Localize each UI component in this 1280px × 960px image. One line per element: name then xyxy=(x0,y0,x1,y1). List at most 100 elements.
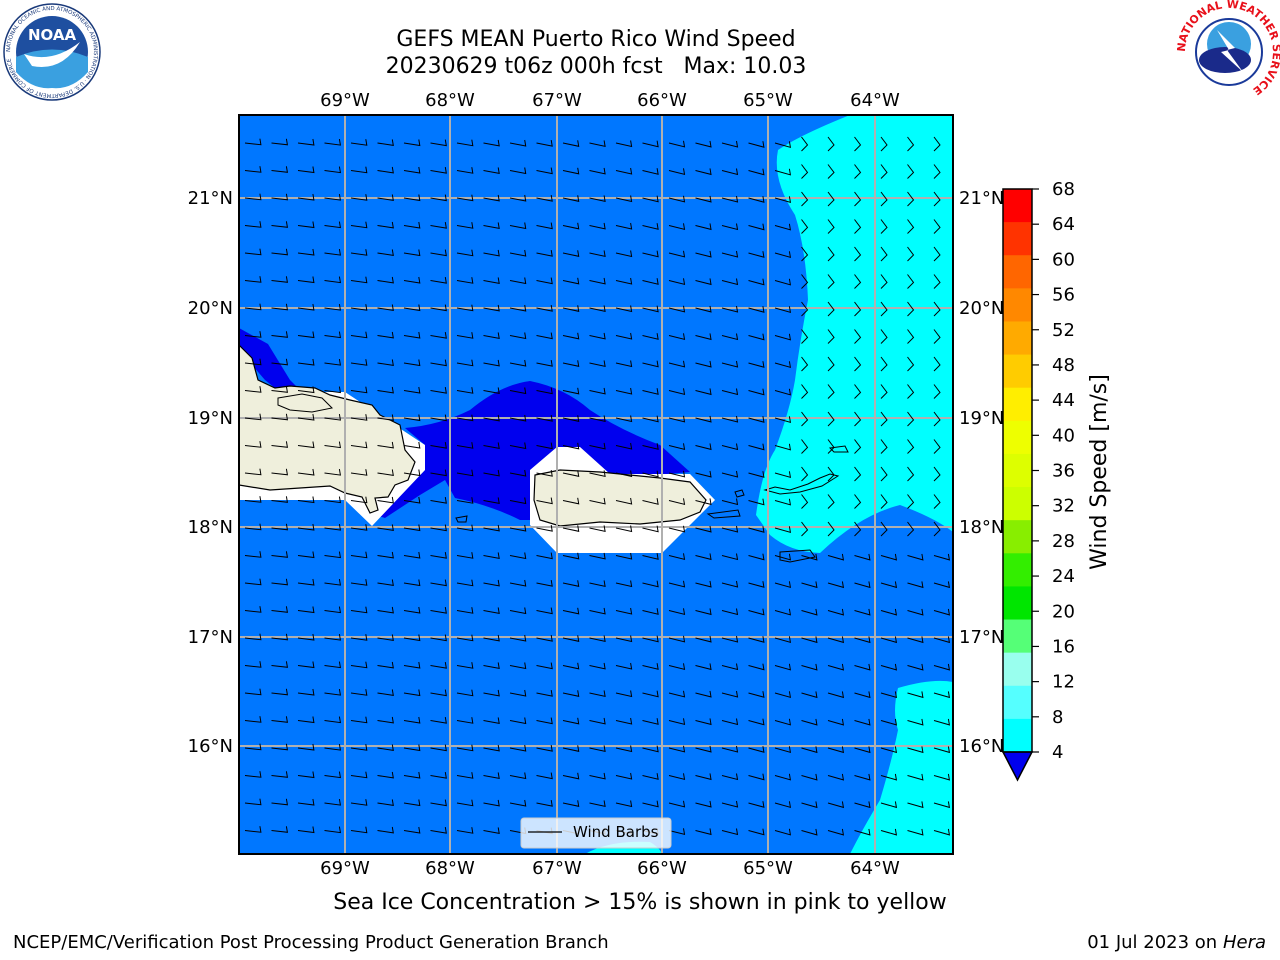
wind-barb xyxy=(589,305,606,313)
wind-barb xyxy=(536,195,553,202)
wind-barb xyxy=(430,689,447,697)
wind-barb xyxy=(377,359,394,366)
wind-barb xyxy=(536,635,553,642)
wind-barb xyxy=(271,798,289,806)
lon-label: 67°W xyxy=(532,90,582,111)
wind-barb xyxy=(244,248,262,256)
wind-barb xyxy=(377,551,394,559)
wind-barb xyxy=(721,195,739,203)
wind-barb xyxy=(403,689,421,697)
colorbar-tick-label: 12 xyxy=(1052,672,1075,693)
title-line-2: 20230629 t06z 000h fcst Max: 10.03 xyxy=(385,54,807,79)
wind-barb xyxy=(403,744,421,752)
wind-barb xyxy=(297,606,315,614)
wind-barb xyxy=(377,579,394,586)
wind-barb xyxy=(324,496,342,504)
wind-barb xyxy=(827,136,835,152)
lat-label: 16°N xyxy=(959,736,1004,757)
wind-barb xyxy=(615,277,633,285)
colorbar: 68 64 60 56 52 48 44 40 36 32 28 24 20 16 12 8 4 xyxy=(1001,179,1075,782)
wind-barb xyxy=(748,471,765,478)
wind-barb xyxy=(907,356,915,372)
wind-barb xyxy=(377,221,394,229)
wind-barb xyxy=(297,386,315,394)
wind-barb xyxy=(801,466,809,482)
wind-barb xyxy=(536,800,553,807)
wind-barb xyxy=(668,718,686,725)
colorbar-segment xyxy=(1003,321,1032,356)
wind-barb xyxy=(244,413,262,421)
wind-barb xyxy=(615,470,633,478)
wind-barb xyxy=(244,523,262,531)
wind-barb xyxy=(933,301,941,317)
wind-barb xyxy=(324,469,342,476)
lon-label: 65°W xyxy=(743,858,793,879)
lon-label: 69°W xyxy=(320,90,370,111)
wind-barb xyxy=(456,304,474,312)
lat-label: 19°N xyxy=(959,408,1004,429)
wind-barb xyxy=(377,689,394,696)
wind-barb xyxy=(642,553,659,560)
wind-barb xyxy=(801,191,809,207)
wind-barb xyxy=(562,525,580,532)
wind-barb xyxy=(297,661,315,669)
wind-barb xyxy=(907,773,924,781)
wind-barb xyxy=(748,691,765,698)
wind-barb xyxy=(430,359,447,367)
colorbar-tick-label: 4 xyxy=(1052,742,1063,763)
wind-barb xyxy=(456,552,474,559)
wind-barb xyxy=(403,634,421,642)
wind-barb xyxy=(456,799,474,807)
wind-barb xyxy=(907,828,924,836)
wind-barb xyxy=(536,552,553,560)
wind-barb xyxy=(350,386,368,394)
wind-barb xyxy=(271,468,289,476)
wind-barb xyxy=(350,194,368,201)
wind-barb xyxy=(483,827,500,835)
wind-barb xyxy=(615,195,633,203)
wind-barb xyxy=(589,167,606,175)
wind-barb xyxy=(403,386,421,394)
wind-barb xyxy=(403,414,421,422)
wind-barb xyxy=(456,414,474,422)
wind-barb xyxy=(536,470,553,477)
wind-barb xyxy=(695,800,712,808)
wind-barb xyxy=(350,249,368,256)
wind-barb xyxy=(271,551,289,558)
wind-barb xyxy=(430,277,447,284)
wind-barb xyxy=(509,662,527,670)
wind-barb xyxy=(297,303,315,311)
wind-barb xyxy=(827,411,835,427)
wind-barb xyxy=(668,525,686,533)
wind-barb xyxy=(827,608,845,616)
wind-barb xyxy=(695,333,712,341)
wind-barb xyxy=(907,274,915,289)
wind-barb xyxy=(721,553,739,561)
wind-barb xyxy=(801,384,809,399)
wind-barb xyxy=(430,634,447,642)
wind-barb xyxy=(801,329,809,344)
colorbar-under-arrow xyxy=(1001,751,1034,782)
wind-barb xyxy=(324,744,342,751)
wind-barb xyxy=(748,608,765,616)
wind-barb xyxy=(456,662,474,669)
wind-barb xyxy=(827,219,835,234)
wind-barb xyxy=(774,416,792,423)
wind-barb xyxy=(668,223,686,230)
wind-barb xyxy=(562,387,580,395)
virgin-islands xyxy=(763,473,840,495)
wind-barb xyxy=(880,581,898,589)
wind-barb xyxy=(774,663,792,671)
wind-barb xyxy=(907,608,924,616)
wind-barb xyxy=(933,663,951,671)
wind-barb xyxy=(324,221,342,229)
wind-barb xyxy=(377,606,394,614)
wind-barb xyxy=(509,139,527,147)
wind-barb xyxy=(854,773,871,781)
wind-barb xyxy=(350,551,368,559)
wind-barb xyxy=(509,332,527,340)
wind-barb xyxy=(350,304,368,311)
wind-barb xyxy=(880,521,888,537)
wind-barb xyxy=(297,166,315,174)
wind-barb xyxy=(403,716,421,724)
